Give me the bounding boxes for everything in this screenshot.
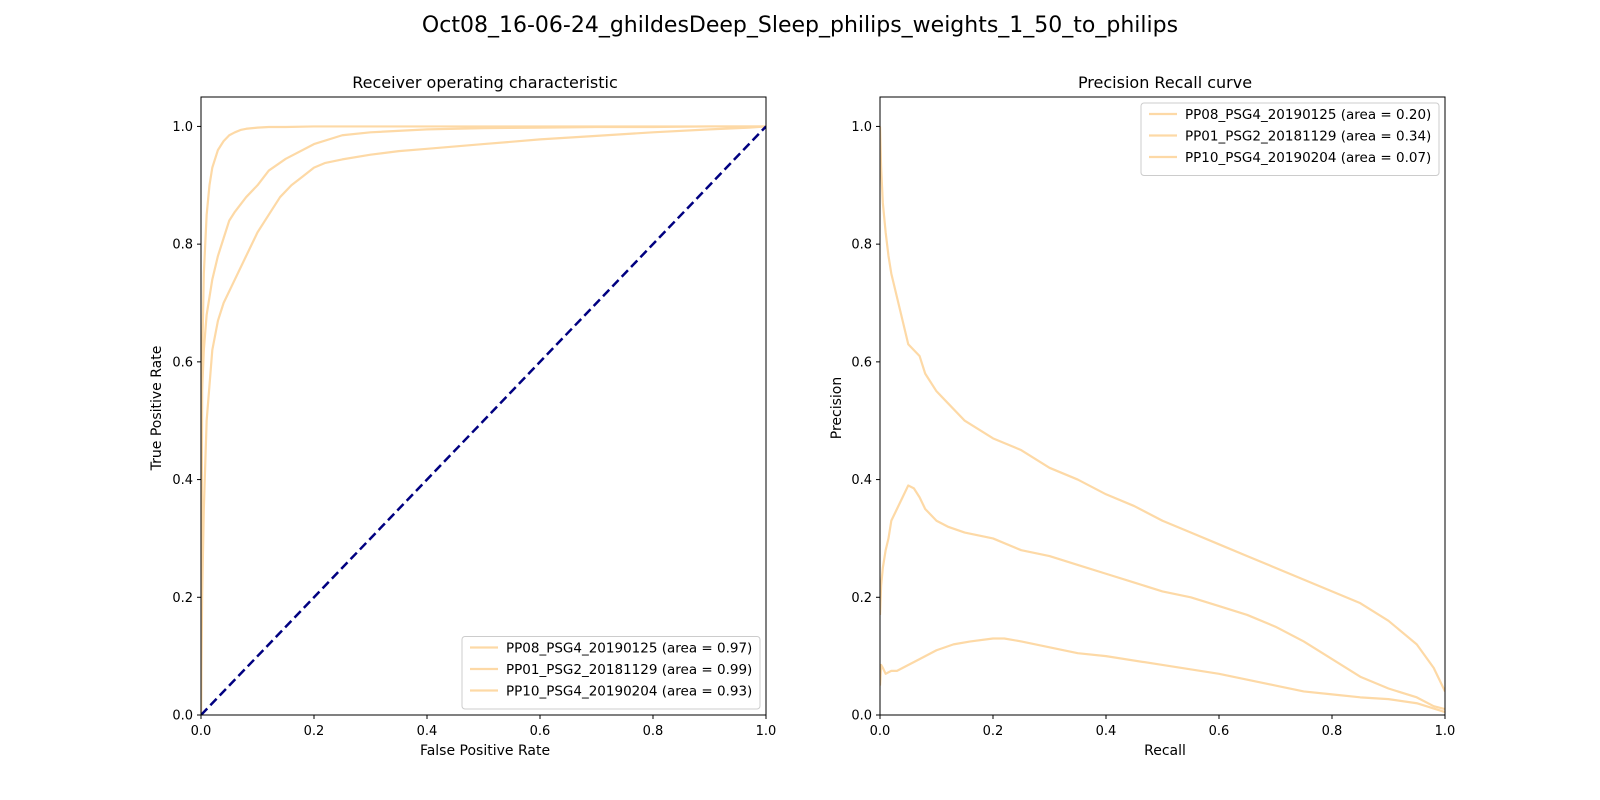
pr-title: Precision Recall curve: [1078, 73, 1252, 92]
roc-x-tick-label: 0.8: [643, 724, 664, 739]
roc-legend-box: [461, 636, 761, 710]
roc-legend-label: PP08_PSG4_20190125 (area = 0.97): [506, 641, 752, 657]
roc-x-tick-label: 1.0: [756, 724, 777, 739]
pr-legend-box: [1140, 102, 1440, 176]
pr-x-label: Recall: [1144, 743, 1186, 759]
roc-axes-frame: [200, 96, 767, 716]
roc-axes: Receiver operating characteristic False …: [149, 73, 776, 759]
pr-series-line-0: [880, 484, 1445, 711]
pr-y-tick-label: 0.4: [851, 473, 872, 488]
roc-x-tick-label: 0.6: [530, 724, 551, 739]
roc-series-line-2: [201, 125, 766, 715]
pr-x-tick-label: 0.8: [1322, 724, 1343, 739]
roc-series-line-1: [201, 125, 766, 715]
roc-y-tick-label: 0.6: [172, 355, 193, 370]
roc-legend-label: PP10_PSG4_20190204 (area = 0.93): [506, 684, 752, 700]
roc-chance-line: [201, 125, 766, 715]
roc-y-tick-label: 0.4: [172, 473, 193, 488]
pr-x-tick-label: 0.4: [1096, 724, 1117, 739]
pr-axes: Precision Recall curve Recall Precision …: [829, 73, 1455, 759]
roc-y-tick-label: 0.0: [172, 709, 193, 724]
pr-series-line-1: [880, 126, 1445, 692]
roc-x-tick-label: 0.4: [417, 724, 438, 739]
pr-axes-frame: [879, 96, 1446, 716]
pr-y-tick-label: 1.0: [851, 120, 872, 135]
pr-series-line-2: [880, 637, 1445, 714]
roc-x-tick-label: 0.0: [191, 724, 212, 739]
pr-y-label: Precision: [829, 377, 845, 439]
roc-legend: PP08_PSG4_20190125 (area = 0.97) PP01_PSG…: [461, 636, 761, 710]
roc-y-tick-label: 0.2: [172, 591, 193, 606]
pr-legend: PP08_PSG4_20190125 (area = 0.20) PP01_PSG…: [1140, 102, 1440, 176]
roc-y-label: True Positive Rate: [149, 346, 165, 472]
pr-x-tick-label: 0.0: [870, 724, 891, 739]
pr-x-tick-label: 0.6: [1209, 724, 1230, 739]
roc-y-tick-label: 0.8: [172, 238, 193, 253]
roc-series-group: [201, 125, 766, 715]
roc-x-tick-label: 0.2: [304, 724, 325, 739]
roc-x-label: False Positive Rate: [420, 743, 550, 759]
pr-y-tick-label: 0.8: [851, 238, 872, 253]
pr-legend-label: PP08_PSG4_20190125 (area = 0.20): [1185, 107, 1431, 123]
pr-x-tick-label: 1.0: [1435, 724, 1456, 739]
pr-y-tick-label: 0.6: [851, 355, 872, 370]
roc-y-tick-label: 1.0: [172, 120, 193, 135]
pr-legend-label: PP10_PSG4_20190204 (area = 0.07): [1185, 150, 1431, 166]
pr-x-tick-label: 0.2: [983, 724, 1004, 739]
roc-title: Receiver operating characteristic: [352, 73, 618, 92]
pr-legend-label: PP01_PSG2_20181129 (area = 0.34): [1185, 129, 1431, 145]
figure-suptitle: Oct08_16-06-24_ghildesDeep_Sleep_philips…: [422, 13, 1178, 38]
pr-series-group: [880, 126, 1445, 714]
roc-legend-label: PP01_PSG2_20181129 (area = 0.99): [506, 662, 752, 678]
pr-y-tick-label: 0.0: [851, 709, 872, 724]
pr-y-tick-label: 0.2: [851, 591, 872, 606]
